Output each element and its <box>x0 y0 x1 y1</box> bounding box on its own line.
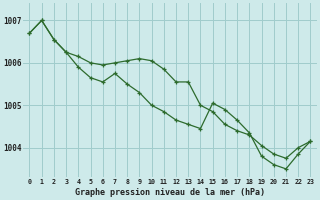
X-axis label: Graphe pression niveau de la mer (hPa): Graphe pression niveau de la mer (hPa) <box>75 188 265 197</box>
